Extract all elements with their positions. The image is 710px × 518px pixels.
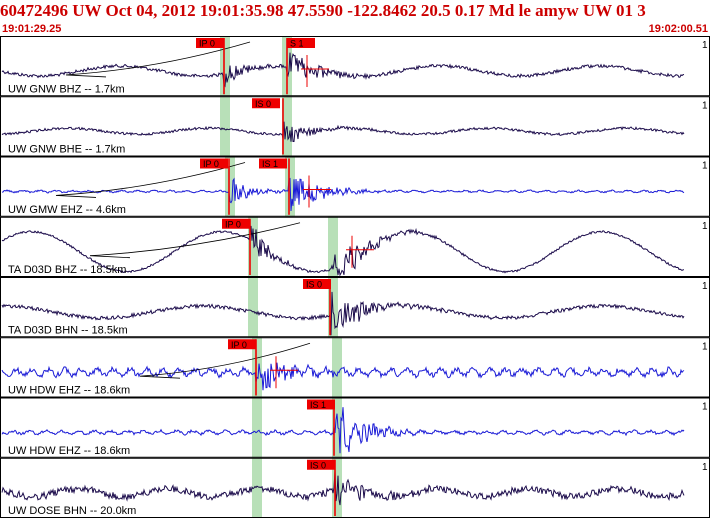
event-title: 60472496 UW Oct 04, 2012 19:01:35.98 47.… (0, 1, 646, 20)
phase-pick-label-box[interactable] (303, 279, 331, 289)
phase-window-band (252, 397, 262, 458)
coda-envelope-line (89, 222, 301, 259)
phase-pick-label: IP 0 (203, 159, 219, 169)
trace-scale: 1 (702, 341, 708, 352)
phase-window-band (332, 397, 342, 458)
phase-pick-label: S 1 (290, 39, 304, 49)
waveform-trace (1, 362, 685, 391)
waveform-trace (1, 52, 685, 88)
phase-pick-label: IS 1 (262, 159, 278, 169)
phase-pick-label: IS 0 (306, 280, 322, 290)
coda-envelope-line (65, 41, 251, 78)
trace-scale: 1 (702, 462, 708, 473)
phase-window-band (220, 36, 230, 97)
phase-pick-label: IS 0 (310, 460, 326, 470)
waveform-trace (1, 225, 685, 277)
waveform-trace (1, 291, 685, 336)
seismogram-panel: IP 0 S 1 UW GNW BHZ -- 1.7km 1 IS 0 UW GNW BH… (0, 36, 710, 518)
phase-window-band (248, 277, 258, 338)
trace-scale: 1 (702, 100, 708, 111)
phase-pick-label: IP 0 (199, 39, 215, 49)
phase-pick-label-box[interactable] (228, 339, 256, 350)
channel-label: UW GNW BHZ -- 1.7km (8, 83, 125, 95)
phase-pick-label: IP 0 (225, 219, 241, 229)
phase-window-band (225, 156, 235, 217)
channel-label: UW GNW BHE -- 1.7km (8, 144, 125, 156)
phase-pick-label-box[interactable] (307, 399, 335, 410)
trace-scale: 1 (702, 161, 708, 172)
trace-scale: 1 (702, 221, 708, 232)
phase-window-band (252, 337, 262, 398)
phase-pick-label-box[interactable] (307, 459, 335, 470)
coda-envelope-line (139, 342, 311, 379)
channel-label: UW GMW EHZ -- 4.6km (8, 204, 126, 216)
phase-pick-label-box[interactable] (259, 158, 287, 169)
waveform-trace (1, 177, 685, 212)
phase-pick-label-box[interactable] (287, 38, 315, 48)
waveform-trace (1, 470, 685, 506)
channel-label: UW HDW EHZ -- 18.6km (8, 385, 130, 397)
channel-label: TA D03D BHZ -- 18.5km (8, 264, 126, 276)
waveform-trace (1, 121, 685, 142)
phase-window-band (248, 216, 258, 277)
phase-window-band (328, 216, 338, 277)
phase-window-band (252, 457, 262, 518)
phase-pick-label-box[interactable] (196, 38, 224, 48)
channel-label: UW DOSE BHN -- 20.0km (8, 505, 136, 517)
phase-window-band (332, 337, 342, 398)
phase-pick-label: IS 0 (255, 99, 271, 109)
phase-pick-label-box[interactable] (222, 218, 250, 229)
coda-envelope-line (55, 162, 246, 198)
phase-pick-label: IP 0 (231, 340, 247, 350)
window-start-time: 19:01:29.25 (2, 23, 62, 35)
event-header: 60472496 UW Oct 04, 2012 19:01:35.98 47.… (0, 0, 710, 36)
channel-label: TA D03D BHN -- 18.5km (8, 324, 128, 336)
trace-scale: 1 (702, 40, 708, 51)
window-end-time: 19:02:00.51 (648, 23, 708, 35)
phase-pick-label-box[interactable] (252, 98, 280, 109)
waveform-trace (1, 407, 685, 454)
phase-pick-label-box[interactable] (200, 158, 228, 169)
phase-pick-label: IS 1 (310, 400, 326, 410)
phase-window-band (220, 96, 230, 157)
trace-scale: 1 (702, 281, 708, 292)
channel-label: UW HDW EHZ -- 18.6km (8, 445, 130, 457)
trace-scale: 1 (702, 402, 708, 413)
